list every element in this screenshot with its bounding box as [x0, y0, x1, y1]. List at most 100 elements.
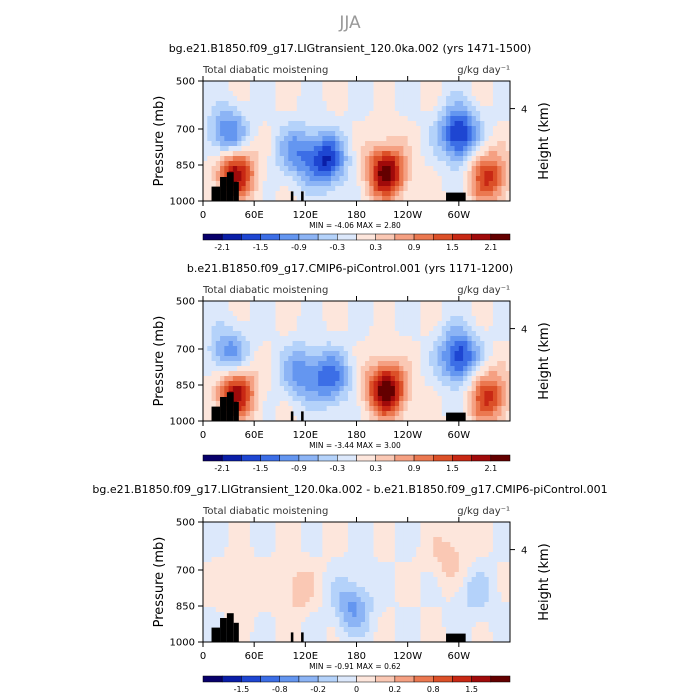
heatmap-cell	[330, 381, 336, 387]
heatmap-cell	[339, 351, 345, 357]
heatmap-cell	[288, 557, 293, 563]
heatmap-cell	[326, 612, 332, 618]
heatmap-cell	[394, 607, 400, 613]
heatmap-cell	[254, 311, 259, 317]
heatmap-cell	[475, 532, 481, 538]
heatmap-cell	[497, 186, 502, 192]
heatmap-cell	[505, 131, 511, 137]
heatmap-cell	[365, 577, 370, 583]
heatmap-cell	[322, 131, 328, 137]
heatmap-cell	[463, 166, 468, 172]
heatmap-cell	[450, 562, 455, 568]
heatmap-cell	[330, 612, 336, 618]
heatmap-cell	[284, 577, 289, 583]
heatmap-cell	[207, 166, 212, 172]
heatmap-cell	[373, 131, 379, 137]
heatmap-cell	[497, 401, 502, 407]
heatmap-cell	[416, 396, 421, 402]
heatmap-cell	[411, 376, 417, 382]
heatmap-cell	[228, 567, 234, 573]
heatmap-cell	[352, 346, 357, 352]
heatmap-cell	[424, 572, 430, 578]
heatmap-cell	[275, 552, 281, 558]
heatmap-cell	[501, 151, 507, 157]
heatmap-cell	[458, 166, 464, 172]
heatmap-cell	[446, 542, 451, 548]
heatmap-cell	[228, 116, 234, 122]
heatmap-cell	[433, 116, 438, 122]
heatmap-cell	[211, 171, 217, 177]
heatmap-cell	[411, 131, 417, 137]
heatmap-cell	[330, 136, 336, 142]
heatmap-cell	[407, 166, 413, 172]
heatmap-cell	[471, 301, 477, 307]
heatmap-cell	[296, 96, 302, 102]
heatmap-cell	[446, 552, 451, 558]
heatmap-cell	[232, 106, 238, 112]
heatmap-cell	[232, 141, 238, 147]
heatmap-cell	[420, 386, 426, 392]
heatmap-cell	[296, 562, 302, 568]
heatmap-cell	[403, 306, 409, 312]
heatmap-cell	[420, 131, 426, 137]
heatmap-cell	[262, 552, 268, 558]
heatmap-cell	[488, 196, 494, 202]
heatmap-cell	[446, 146, 451, 152]
heatmap-cell	[271, 386, 276, 392]
heatmap-cell	[271, 587, 276, 593]
heatmap-cell	[249, 131, 255, 137]
heatmap-cell	[492, 176, 498, 182]
heatmap-cell	[497, 171, 502, 177]
heatmap-cell	[407, 171, 413, 177]
heatmap-cell	[360, 166, 366, 172]
heatmap-cell	[480, 151, 485, 157]
heatmap-cell	[266, 557, 272, 563]
heatmap-cell	[318, 331, 323, 337]
heatmap-cell	[463, 341, 468, 347]
heatmap-cell	[369, 181, 374, 187]
heatmap-cell	[347, 336, 353, 342]
heatmap-cell	[480, 582, 485, 588]
heatmap-cell	[292, 381, 298, 387]
heatmap-cell	[446, 181, 451, 187]
heatmap-cell	[245, 171, 251, 177]
heatmap-cell	[497, 176, 502, 182]
heatmap-cell	[258, 602, 264, 608]
heatmap-cell	[288, 176, 293, 182]
heatmap-cell	[241, 331, 247, 337]
heatmap-cell	[279, 191, 285, 197]
heatmap-cell	[292, 316, 298, 322]
heatmap-cell	[484, 567, 490, 573]
heatmap-cell	[288, 311, 293, 317]
heatmap-cell	[488, 171, 494, 177]
heatmap-cell	[203, 582, 208, 588]
heatmap-cell	[437, 607, 443, 613]
heatmap-cell	[433, 341, 438, 347]
heatmap-cell	[220, 341, 225, 347]
heatmap-cell	[271, 577, 276, 583]
heatmap-cell	[258, 416, 264, 422]
heatmap-cell	[505, 326, 511, 332]
heatmap-cell	[377, 176, 383, 182]
heatmap-cell	[458, 331, 464, 337]
heatmap-cell	[301, 386, 306, 392]
heatmap-cell	[450, 557, 455, 563]
heatmap-cell	[241, 537, 247, 543]
heatmap-cell	[454, 131, 460, 137]
colorbar-swatch	[317, 233, 338, 241]
heatmap-cell	[322, 572, 328, 578]
heatmap-cell	[433, 346, 438, 352]
heatmap-cell	[471, 196, 477, 202]
heatmap-cell	[326, 391, 332, 397]
heatmap-cell	[220, 121, 225, 127]
heatmap-cell	[424, 351, 430, 357]
heatmap-cell	[284, 416, 289, 422]
heatmap-cell	[399, 416, 404, 422]
heatmap-cell	[360, 537, 366, 543]
heatmap-cell	[390, 156, 396, 162]
heatmap-cell	[416, 146, 421, 152]
heatmap-cell	[347, 171, 353, 177]
heatmap-cell	[501, 306, 507, 312]
heatmap-cell	[416, 351, 421, 357]
heatmap-cell	[207, 597, 212, 603]
